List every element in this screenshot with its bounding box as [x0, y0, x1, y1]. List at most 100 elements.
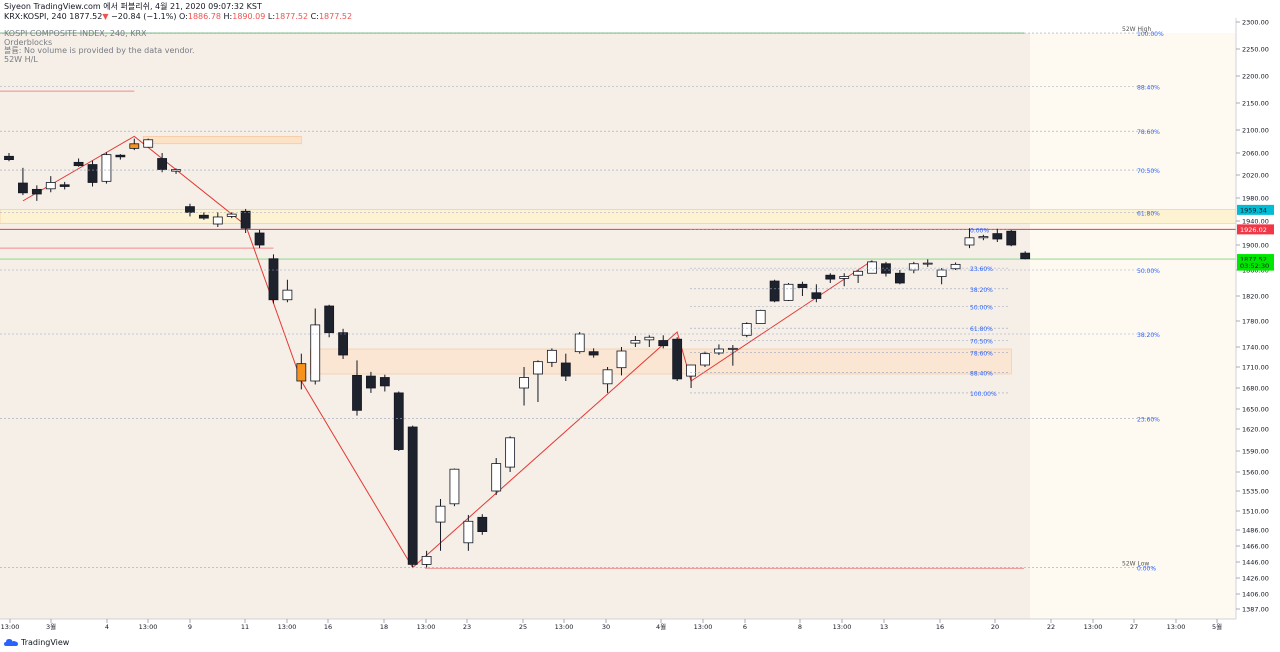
candle[interactable]: [602, 367, 613, 393]
candle[interactable]: [992, 228, 1003, 242]
close-value: 1877.52: [318, 12, 353, 21]
candle[interactable]: [18, 167, 28, 196]
candle-body: [727, 347, 738, 350]
candle[interactable]: [338, 328, 348, 359]
candle[interactable]: [4, 153, 14, 162]
candle[interactable]: [115, 154, 126, 160]
candle[interactable]: [129, 138, 140, 151]
candle[interactable]: [922, 259, 933, 267]
y-tick-label: 2150.00: [1242, 100, 1269, 108]
candle[interactable]: [101, 152, 112, 184]
candle[interactable]: [379, 374, 390, 392]
candle[interactable]: [519, 367, 529, 406]
candle-body: [198, 214, 209, 219]
candle[interactable]: [59, 181, 70, 190]
candle[interactable]: [45, 176, 56, 193]
candle[interactable]: [407, 425, 418, 568]
x-tick-label: 13:00: [1084, 623, 1103, 631]
candle[interactable]: [811, 284, 822, 303]
candle[interactable]: [143, 138, 154, 148]
candle[interactable]: [644, 335, 655, 347]
x-tick-label: 16: [936, 623, 944, 631]
candle-body: [73, 161, 84, 167]
candle[interactable]: [352, 360, 362, 416]
y-tick-label: 1780.00: [1242, 318, 1269, 326]
tradingview-cloud-icon: [4, 638, 18, 646]
candle[interactable]: [825, 273, 836, 283]
candle[interactable]: [31, 185, 42, 201]
price-axis[interactable]: 2300.00 2250.00 2200.00 2150.00 2100.00 2060.…: [1236, 19, 1269, 614]
candle[interactable]: [296, 353, 307, 390]
candle[interactable]: [783, 283, 794, 301]
candle[interactable]: [658, 335, 669, 349]
candle[interactable]: [839, 273, 850, 287]
candle[interactable]: [950, 262, 961, 271]
candle[interactable]: [964, 228, 975, 249]
candle[interactable]: [881, 261, 891, 277]
candle[interactable]: [268, 254, 279, 304]
y-tick-label: 1620.00: [1242, 426, 1269, 434]
candle[interactable]: [686, 364, 696, 388]
x-tick-label: 11: [241, 623, 249, 631]
candle[interactable]: [491, 458, 502, 495]
price-tag[interactable]: 1926.02: [1237, 224, 1274, 235]
candle[interactable]: [853, 270, 864, 283]
price-tag[interactable]: 1959.34: [1237, 204, 1274, 215]
x-tick-label: 13:00: [694, 623, 713, 631]
candle[interactable]: [714, 344, 724, 355]
candle[interactable]: [630, 335, 641, 347]
candle[interactable]: [254, 230, 265, 249]
candle[interactable]: [727, 345, 738, 366]
candle[interactable]: [477, 514, 488, 535]
candle[interactable]: [1006, 230, 1017, 247]
candle[interactable]: [73, 158, 84, 167]
candle[interactable]: [574, 332, 585, 354]
price-tag[interactable]: 1877.52: [1237, 254, 1274, 265]
candle[interactable]: [393, 391, 404, 452]
candle[interactable]: [421, 550, 432, 568]
candle[interactable]: [867, 260, 877, 274]
candle[interactable]: [310, 308, 321, 385]
candle[interactable]: [616, 347, 627, 376]
time-axis[interactable]: 13:00 3월 4 13:00 9 11 13:00 16 18 13:00 23 25 13:00 3…: [1, 619, 1222, 631]
candle-body: [101, 154, 112, 182]
candle[interactable]: [560, 353, 571, 381]
candle[interactable]: [87, 160, 98, 187]
candle[interactable]: [435, 499, 446, 551]
legend-52w[interactable]: 52W H/L: [4, 55, 38, 64]
fib-level-label: 23.60%: [1137, 416, 1160, 423]
candle[interactable]: [366, 371, 376, 393]
publish-info: Siyeon TradingView.com 에서 퍼블리쉬, 4월 21, 2…: [4, 2, 262, 12]
candle[interactable]: [240, 208, 251, 233]
candle[interactable]: [588, 348, 599, 358]
price-tag-label: 03:52:30: [1240, 262, 1269, 270]
y-tick-label: 1650.00: [1242, 406, 1269, 414]
candle[interactable]: [755, 309, 766, 325]
candle[interactable]: [533, 360, 543, 402]
candle[interactable]: [546, 348, 557, 367]
candle[interactable]: [157, 153, 168, 173]
candle[interactable]: [198, 212, 209, 220]
candle[interactable]: [463, 514, 474, 551]
legend-orderblocks[interactable]: Orderblocks: [4, 38, 53, 47]
open-label: O:: [179, 12, 188, 21]
open-value: 1886.78: [187, 12, 221, 21]
tradingview-logo[interactable]: TradingView: [4, 638, 69, 647]
candle[interactable]: [741, 322, 752, 338]
candle[interactable]: [769, 279, 780, 303]
candle[interactable]: [505, 436, 516, 472]
candle[interactable]: [324, 304, 335, 338]
candle[interactable]: [212, 212, 223, 227]
candle[interactable]: [700, 351, 710, 367]
candle[interactable]: [894, 270, 905, 285]
fib-level-label: 88.40%: [1137, 84, 1160, 91]
candle[interactable]: [226, 212, 237, 219]
candle[interactable]: [672, 337, 683, 381]
candle[interactable]: [282, 279, 293, 303]
price-tag[interactable]: 03:52:30: [1237, 260, 1274, 271]
fib-level-label: 38.20%: [1137, 332, 1160, 339]
candle[interactable]: [449, 468, 460, 507]
candle[interactable]: [1020, 251, 1031, 260]
candle[interactable]: [978, 234, 989, 241]
